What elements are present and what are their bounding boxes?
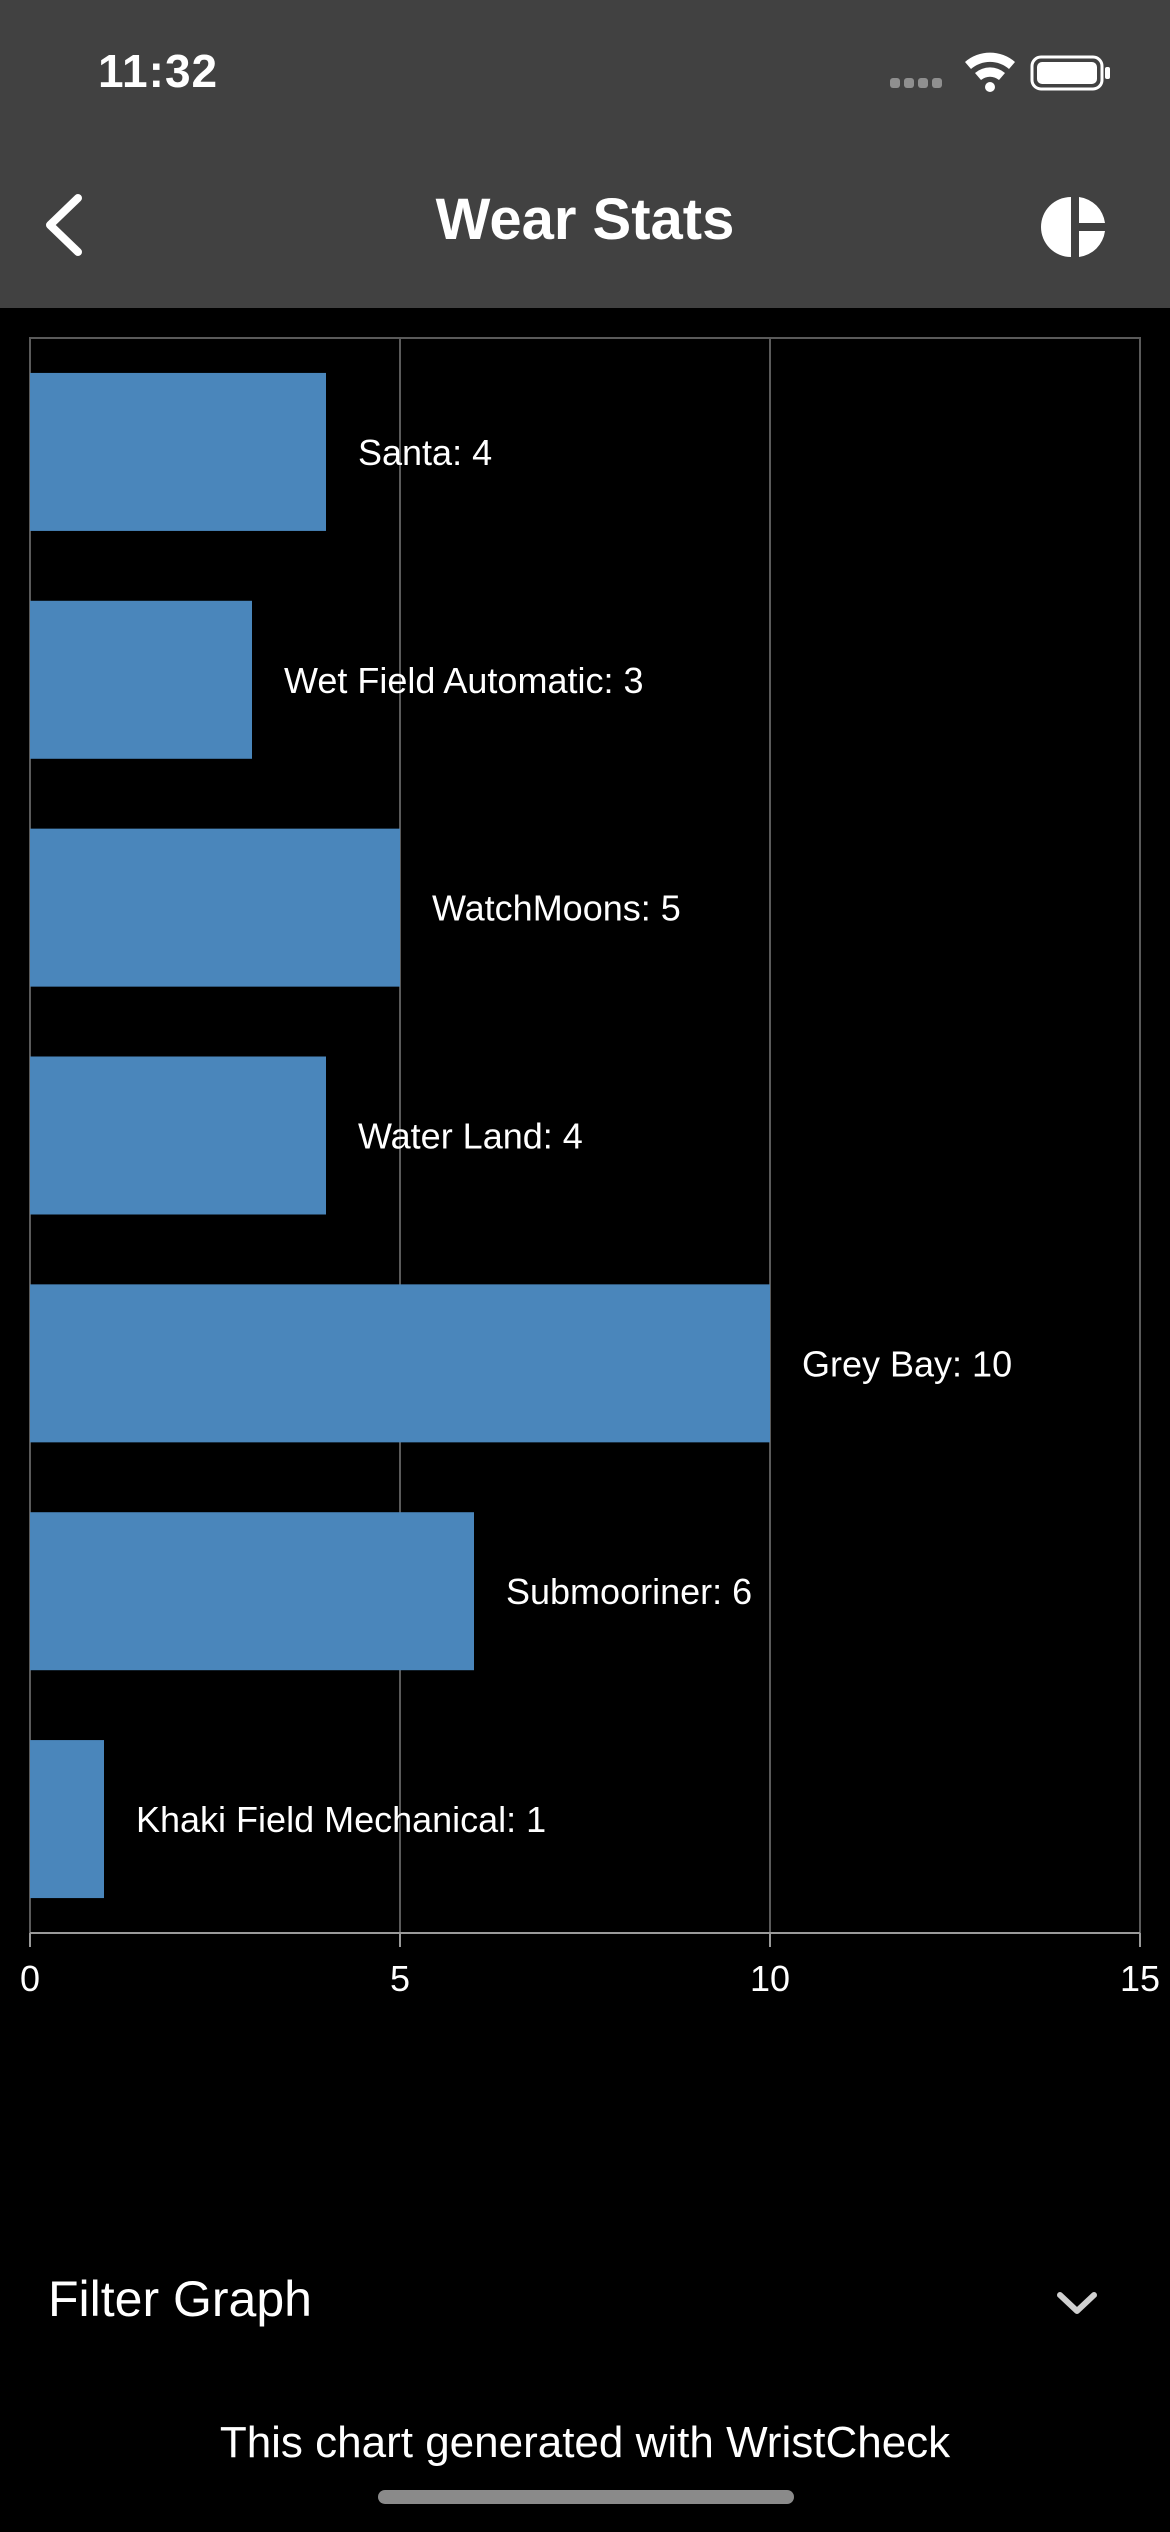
wifi-icon <box>965 52 1015 92</box>
bar-water-land <box>30 1056 326 1215</box>
bar-data-label: Water Land: 4 <box>358 1116 583 1157</box>
navigation-bar: Wear Stats <box>0 150 1170 308</box>
bar-grey-bay <box>30 1284 770 1443</box>
chart-canvas: 0 5 10 15 Santa: 4 Wet Field Automatic: 3 Watc… <box>20 337 1160 1999</box>
chevron-left-icon[interactable] <box>36 190 96 260</box>
bar-data-label: Grey Bay: 10 <box>802 1343 1012 1384</box>
bar-data-label: Khaki Field Mechanical: 1 <box>136 1799 546 1840</box>
bar-khaki-field-mechanical <box>30 1740 104 1899</box>
filter-graph-toggle[interactable]: Filter Graph <box>0 2230 1170 2380</box>
cellular-signal-icon <box>890 78 942 88</box>
bar-chart: 0 5 10 15 Santa: 4 Wet Field Automatic: 3 Watc… <box>0 308 1170 2028</box>
home-indicator[interactable] <box>378 2490 794 2504</box>
bar-data-label: Santa: 4 <box>358 432 492 473</box>
bar-submooriner <box>30 1512 474 1671</box>
page-title: Wear Stats <box>435 187 735 252</box>
chevron-down-icon <box>1057 2292 1097 2314</box>
status-bar: 11:32 <box>0 0 1170 150</box>
x-tick-label: 15 <box>1120 1958 1160 1999</box>
footer-credit: This chart generated with WristCheck <box>219 2418 951 2467</box>
status-icons <box>890 52 1110 92</box>
bar-data-label: Submooriner: 6 <box>506 1571 752 1612</box>
pie-chart-icon[interactable] <box>1040 192 1110 262</box>
bar-data-label: Wet Field Automatic: 3 <box>284 660 644 701</box>
bar-santa <box>30 372 326 531</box>
x-tick-label: 5 <box>390 1958 410 1999</box>
battery-icon <box>1030 55 1110 91</box>
bar-data-label: WatchMoons: 5 <box>432 888 681 929</box>
x-tick-label: 10 <box>750 1958 790 1999</box>
filter-graph-label: Filter Graph <box>48 2271 312 2327</box>
bar-wet-field-automatic <box>30 600 252 759</box>
status-time: 11:32 <box>98 45 219 97</box>
x-tick-label: 0 <box>20 1958 40 1999</box>
bar-watchmoons <box>30 828 400 987</box>
